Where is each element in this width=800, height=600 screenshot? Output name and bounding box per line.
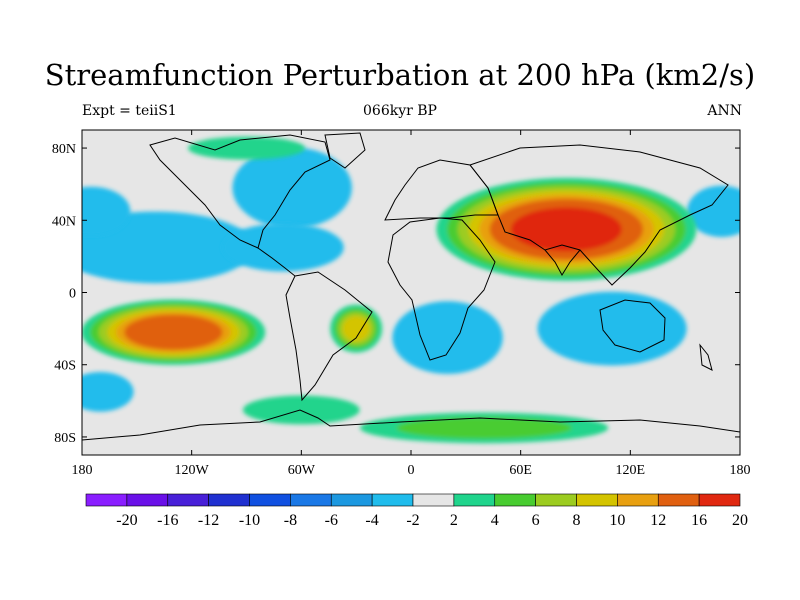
colorbar-label: 2 xyxy=(450,512,458,529)
lat-label: 40N xyxy=(52,214,76,229)
contour-band xyxy=(392,301,503,374)
lon-label: 180 xyxy=(730,463,751,478)
lon-label: 60E xyxy=(509,463,532,478)
coastline-asia xyxy=(469,144,729,286)
lon-label: 0 xyxy=(408,463,415,478)
anomaly-high xyxy=(330,304,383,353)
colorbar-swatch xyxy=(698,493,741,507)
contour-band xyxy=(242,395,360,425)
colorbar-label: 20 xyxy=(732,512,748,529)
contour-band xyxy=(82,372,134,412)
lon-label: 60W xyxy=(288,463,316,478)
experiment-label: Expt = teiiS1 xyxy=(82,103,177,119)
coastline-australia xyxy=(599,299,666,353)
contour-band xyxy=(511,207,622,252)
colorbar-swatch xyxy=(412,493,455,507)
colorbar-label: 16 xyxy=(691,512,707,529)
colorbar-label: 8 xyxy=(573,512,581,529)
anomaly-high xyxy=(242,395,360,425)
anomaly-low xyxy=(82,372,134,412)
colorbar-swatch xyxy=(167,493,209,507)
contour-band xyxy=(396,417,572,439)
anomaly-low xyxy=(222,223,344,272)
contour-band xyxy=(188,136,305,160)
colorbar-label: -10 xyxy=(239,512,260,529)
lat-label: 40S xyxy=(54,359,76,374)
latitude-axis: 80N 40N 0 40S 80S xyxy=(52,142,740,446)
colorbar-swatch xyxy=(290,493,332,507)
colorbar-swatch xyxy=(126,493,169,507)
coastline-new-zealand xyxy=(699,343,713,371)
colorbar-label: 4 xyxy=(491,512,499,529)
lat-label: 80N xyxy=(52,142,76,157)
coastline-south-america xyxy=(285,271,373,402)
colorbar-label: -20 xyxy=(116,512,137,529)
colorbar-swatch xyxy=(371,493,414,507)
colorbar-label: -12 xyxy=(198,512,219,529)
colorbar-label: -16 xyxy=(157,512,178,529)
colorbar-label: -4 xyxy=(365,512,378,529)
coastlines xyxy=(82,132,740,441)
lat-label: 0 xyxy=(69,287,76,302)
anomaly-high xyxy=(82,299,266,365)
lon-label: 120W xyxy=(175,463,210,478)
coastline-antarctica xyxy=(82,409,740,441)
anomaly-low xyxy=(82,211,255,284)
page-title: Streamfunction Perturbation at 200 hPa (… xyxy=(44,58,756,92)
longitude-axis: 180 120W 60W 0 60E 120E 180 xyxy=(72,130,751,478)
anomaly-low xyxy=(537,291,687,366)
contour-band xyxy=(82,186,131,236)
anomaly-high xyxy=(360,412,609,444)
colorbar-swatch xyxy=(208,493,250,507)
anomaly-high xyxy=(436,177,697,281)
map-background xyxy=(82,130,740,455)
contour-band xyxy=(222,223,344,272)
coastline-africa xyxy=(387,217,496,361)
colorbar-label: -6 xyxy=(325,512,338,529)
anomaly-low xyxy=(687,185,740,237)
time-label: 066kyr BP xyxy=(363,103,437,119)
lon-label: 180 xyxy=(72,463,93,478)
contour-band xyxy=(687,185,740,237)
colorbar-label: 12 xyxy=(650,512,666,529)
anomaly-low xyxy=(82,186,131,236)
colorbar-swatch xyxy=(494,493,536,507)
anomaly-high xyxy=(188,136,305,160)
colorbar-label: -2 xyxy=(406,512,419,529)
colorbar-swatch xyxy=(249,493,291,507)
season-label: ANN xyxy=(707,103,742,119)
contour-band xyxy=(124,314,223,350)
colorbar: -20 -16 -12 -10 -8 -6 -4 -2 2 4 6 8 10 12 16 20 xyxy=(85,493,748,529)
coastline-india xyxy=(544,249,581,277)
colorbar-swatch xyxy=(576,493,618,507)
colorbar-label: 10 xyxy=(609,512,625,529)
lat-label: 80S xyxy=(54,431,76,446)
colorbar-swatch xyxy=(657,493,700,507)
contour-band xyxy=(342,316,370,342)
colorbar-label: -8 xyxy=(284,512,297,529)
colorbar-swatch xyxy=(330,493,373,507)
lon-label: 120E xyxy=(616,463,646,478)
contour-band xyxy=(82,211,255,284)
streamfunction-field xyxy=(82,136,740,444)
colorbar-label: 6 xyxy=(532,512,540,529)
coastline-north-america xyxy=(149,134,331,249)
coastline-greenland xyxy=(324,132,366,169)
colorbar-swatch xyxy=(535,493,577,507)
colorbar-swatch xyxy=(85,493,128,507)
colorbar-swatch xyxy=(617,493,659,507)
colorbar-swatch xyxy=(453,493,496,507)
anomaly-low xyxy=(392,301,503,374)
coastline-central-america xyxy=(257,247,296,277)
